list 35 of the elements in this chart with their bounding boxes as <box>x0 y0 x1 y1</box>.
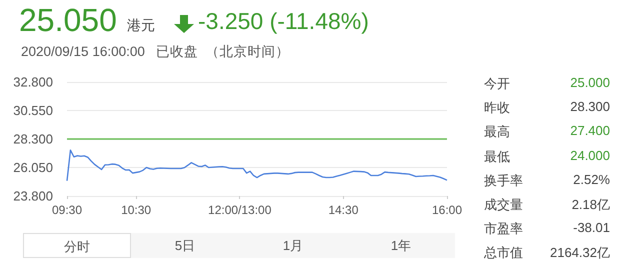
x-tick-label: 14:30 <box>328 203 359 217</box>
text: 2.18亿 <box>572 196 610 214</box>
text: 27.400 <box>570 123 610 138</box>
x-tick-label: 09:30 <box>52 203 82 217</box>
text: 昨收 <box>484 99 510 118</box>
text: 成交量 <box>484 196 523 214</box>
y-tick-label: 26.050 <box>13 160 53 175</box>
text: 港元 <box>127 17 155 35</box>
x-tick-label: 16:00 <box>432 203 462 217</box>
text: 28.300 <box>570 99 610 114</box>
tab: 分时 <box>23 233 131 258</box>
text: 总市值 <box>484 244 523 262</box>
text: 市盈率 <box>484 220 523 238</box>
text: 25.000 <box>570 75 610 90</box>
text: 2164.32亿 <box>550 244 610 262</box>
y-tick-label: 30.550 <box>13 103 53 118</box>
chart-title: 25.050 <box>19 2 117 39</box>
y-tick-label: 28.300 <box>13 132 53 146</box>
text: -3.250 (-11.48%) <box>198 8 369 35</box>
tab: 1月 <box>239 233 347 258</box>
x-tick-label: 12:00/13:00 <box>208 203 272 217</box>
tab: 5日 <box>131 233 239 258</box>
tab: 1年 <box>347 233 455 258</box>
text: 24.000 <box>570 148 610 163</box>
y-tick-label: 23.800 <box>13 188 53 204</box>
y-tick-label: 32.800 <box>13 74 53 90</box>
text: 最高 <box>484 123 510 142</box>
text: 换手率 <box>484 172 523 190</box>
text: 今开 <box>484 75 510 93</box>
chart-subtitle: 2020/09/15 16:00:00 已收盘 （北京时间） <box>21 43 290 61</box>
line-series <box>66 149 448 182</box>
text: 最低 <box>484 148 510 166</box>
x-tick-label: 10:30 <box>121 203 152 217</box>
text: 2.52% <box>573 172 610 187</box>
text: -38.01 <box>573 220 610 236</box>
